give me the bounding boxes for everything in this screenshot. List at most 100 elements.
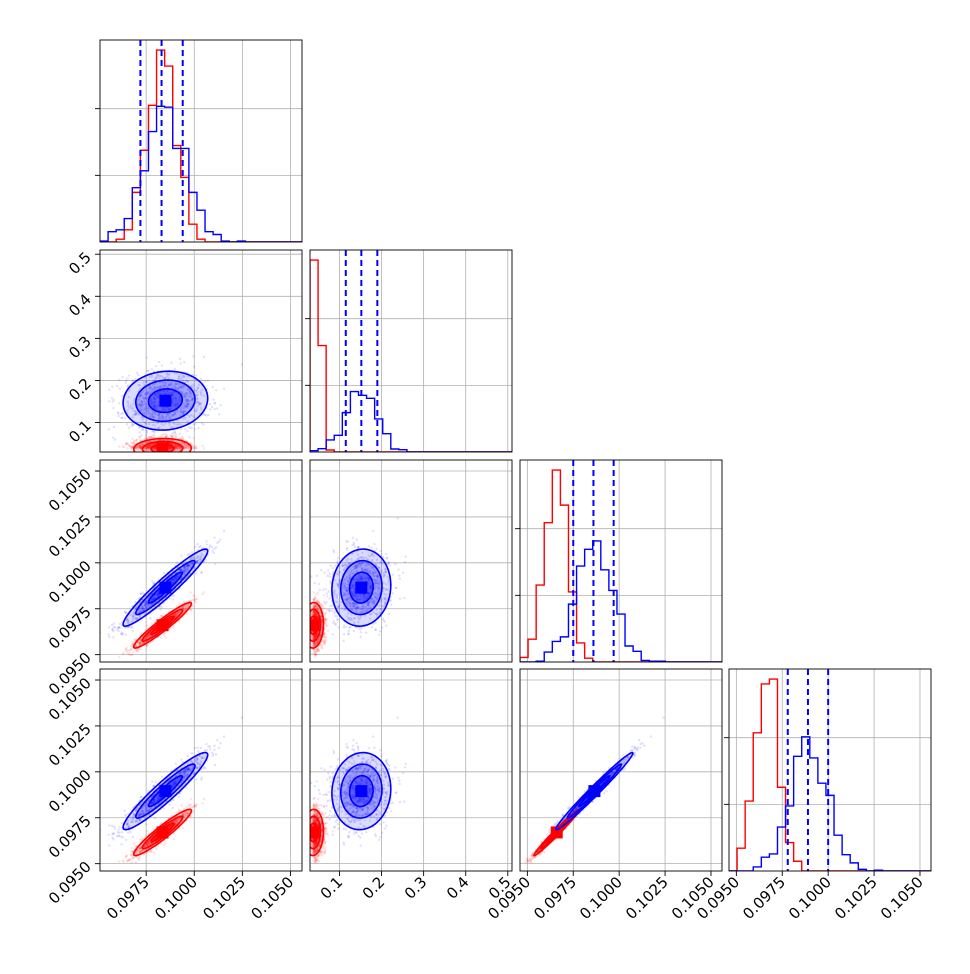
scatter-point (330, 564, 332, 566)
scatter-point (323, 601, 325, 603)
scatter-point (113, 622, 115, 624)
panel-0-0 (95, 40, 302, 242)
scatter-point (179, 358, 181, 360)
scatter-point (195, 374, 197, 376)
scatter-point (148, 437, 150, 439)
scatter-point (173, 627, 175, 629)
scatter-point (209, 544, 211, 546)
scatter-point (130, 425, 132, 427)
scatter-point (215, 389, 217, 391)
scatter-point (159, 608, 161, 610)
y-tick-label: 0.3 (65, 332, 95, 362)
scatter-point (108, 626, 110, 628)
scatter-point (118, 445, 120, 447)
scatter-point (113, 399, 115, 401)
scatter-point (180, 554, 182, 556)
scatter-point (381, 626, 383, 628)
scatter-point (184, 428, 186, 430)
scatter-point (213, 537, 215, 539)
scatter-point (213, 548, 215, 550)
histogram-0 (100, 50, 302, 242)
scatter-point (203, 447, 205, 449)
scatter-point (209, 403, 211, 405)
histogram-0 (310, 260, 512, 452)
scatter-point (149, 617, 151, 619)
scatter-point (223, 530, 225, 532)
scatter-point (141, 591, 143, 593)
scatter-point (192, 355, 194, 357)
scatter-point (117, 412, 119, 414)
scatter-point (193, 595, 195, 597)
scatter-point (195, 445, 197, 447)
scatter-point (186, 613, 188, 615)
scatter-point (114, 438, 116, 440)
scatter-point (174, 368, 176, 370)
scatter-point (112, 436, 114, 438)
scatter-point (128, 427, 130, 429)
panel-1-1 (305, 250, 512, 452)
scatter-point (195, 572, 197, 574)
scatter-point (201, 422, 203, 424)
scatter-point (107, 428, 109, 430)
panel-content (303, 460, 512, 662)
panel-2-1 (303, 460, 512, 662)
scatter-point (207, 379, 209, 381)
scatter-point (125, 648, 127, 650)
scatter-point (320, 603, 322, 605)
y-tick-label: 0.0975 (45, 603, 95, 653)
scatter-point (337, 626, 339, 628)
scatter-point (203, 356, 205, 358)
scatter-point (211, 550, 213, 552)
scatter-point (136, 438, 138, 440)
scatter-point (394, 563, 396, 565)
scatter-point (326, 625, 328, 627)
scatter-point (126, 652, 128, 654)
scatter-point (197, 427, 199, 429)
scatter-point (219, 538, 221, 540)
scatter-point (131, 437, 133, 439)
scatter-point (131, 626, 133, 628)
scatter-point (140, 434, 142, 436)
scatter-point (197, 543, 199, 545)
y-tick-label: 0.1 (65, 417, 95, 447)
scatter-point (180, 428, 182, 430)
scatter-point (119, 623, 121, 625)
scatter-point (186, 430, 188, 432)
y-tick-label: 0.1025 (45, 511, 95, 561)
scatter-point (187, 554, 189, 556)
y-tick-label: 0.1050 (45, 465, 95, 515)
scatter-point (201, 571, 203, 573)
scatter-point (189, 427, 191, 429)
scatter-point (164, 636, 166, 638)
panel-content (94, 250, 302, 459)
scatter-point (211, 546, 213, 548)
scatter-point (146, 370, 148, 372)
scatter-point (94, 417, 96, 419)
scatter-point (211, 406, 213, 408)
scatter-point (153, 434, 155, 436)
scatter-point (325, 588, 327, 590)
panel-content (310, 250, 512, 452)
scatter-point (108, 400, 110, 402)
scatter-point (139, 439, 141, 441)
scatter-point (126, 377, 128, 379)
scatter-point (145, 356, 147, 358)
scatter-point (323, 572, 325, 574)
scatter-point (128, 374, 130, 376)
scatter-point (141, 428, 143, 430)
scatter-point (111, 397, 113, 399)
scatter-point (123, 651, 125, 653)
scatter-point (131, 653, 133, 655)
scatter-point (136, 372, 138, 374)
y-tick-label: 0.1000 (45, 557, 95, 607)
scatter-point (209, 408, 211, 410)
scatter-point (118, 626, 120, 628)
scatter-point (163, 572, 165, 574)
scatter-point (124, 417, 126, 419)
scatter-point (108, 389, 110, 391)
scatter-point (116, 629, 118, 631)
scatter-point (134, 378, 136, 380)
density-peak-0 (157, 443, 169, 455)
scatter-point (133, 440, 135, 442)
